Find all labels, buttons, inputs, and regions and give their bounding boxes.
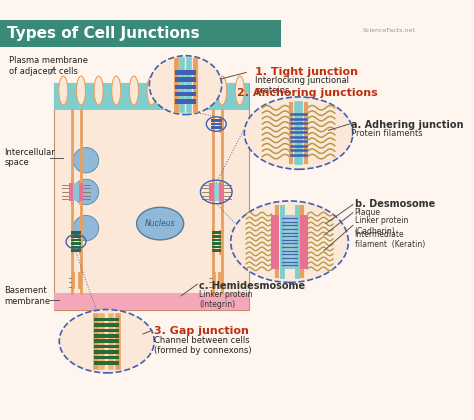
Text: Channel between cells
(formed by connexons): Channel between cells (formed by connexo… xyxy=(154,336,251,355)
Circle shape xyxy=(73,179,99,205)
FancyBboxPatch shape xyxy=(94,334,119,338)
FancyBboxPatch shape xyxy=(94,323,119,327)
Ellipse shape xyxy=(94,76,103,105)
Text: Nucleus: Nucleus xyxy=(145,219,175,228)
FancyBboxPatch shape xyxy=(174,70,196,75)
FancyBboxPatch shape xyxy=(219,183,224,201)
Text: 2. Anchoring junctions: 2. Anchoring junctions xyxy=(237,88,378,98)
Text: Intermediate
filament  (Keratin): Intermediate filament (Keratin) xyxy=(355,230,425,249)
Text: c. Hemidesmosome: c. Hemidesmosome xyxy=(199,281,305,291)
Text: Interlocking junctional
proteins: Interlocking junctional proteins xyxy=(255,76,349,95)
Ellipse shape xyxy=(181,87,190,94)
FancyBboxPatch shape xyxy=(72,231,81,234)
FancyBboxPatch shape xyxy=(72,249,81,252)
FancyBboxPatch shape xyxy=(212,231,221,234)
FancyBboxPatch shape xyxy=(94,361,119,365)
Text: 3. Gap junction: 3. Gap junction xyxy=(154,326,249,336)
Ellipse shape xyxy=(129,76,138,105)
Circle shape xyxy=(73,147,99,173)
FancyBboxPatch shape xyxy=(174,92,196,97)
Ellipse shape xyxy=(149,56,222,115)
FancyBboxPatch shape xyxy=(69,183,73,201)
Text: Protein filaments: Protein filaments xyxy=(351,129,423,138)
Ellipse shape xyxy=(181,73,190,80)
Ellipse shape xyxy=(231,201,348,282)
Ellipse shape xyxy=(147,76,156,105)
FancyBboxPatch shape xyxy=(94,318,119,321)
Ellipse shape xyxy=(59,310,154,373)
FancyBboxPatch shape xyxy=(73,183,79,201)
FancyBboxPatch shape xyxy=(94,350,119,354)
FancyBboxPatch shape xyxy=(94,345,119,349)
FancyBboxPatch shape xyxy=(79,183,83,201)
FancyBboxPatch shape xyxy=(212,235,221,238)
FancyBboxPatch shape xyxy=(55,293,249,310)
FancyBboxPatch shape xyxy=(214,183,219,201)
FancyBboxPatch shape xyxy=(211,126,222,129)
Ellipse shape xyxy=(59,76,68,105)
FancyBboxPatch shape xyxy=(211,123,222,126)
FancyBboxPatch shape xyxy=(212,242,221,245)
Text: Linker protein
(Cadherin): Linker protein (Cadherin) xyxy=(355,216,408,236)
Ellipse shape xyxy=(235,76,244,105)
FancyBboxPatch shape xyxy=(283,215,297,269)
FancyBboxPatch shape xyxy=(209,183,214,201)
Ellipse shape xyxy=(218,76,227,105)
Ellipse shape xyxy=(181,94,190,101)
Text: a. Adhering junction: a. Adhering junction xyxy=(351,120,464,129)
Text: 1. Tight junction: 1. Tight junction xyxy=(255,67,358,77)
Text: Linker protein
(Integrin): Linker protein (Integrin) xyxy=(199,290,253,309)
Text: Plaque: Plaque xyxy=(355,208,381,217)
FancyBboxPatch shape xyxy=(174,99,196,104)
FancyBboxPatch shape xyxy=(212,246,221,249)
Text: Types of Cell Junctions: Types of Cell Junctions xyxy=(7,26,200,41)
Text: Intercellular
space: Intercellular space xyxy=(5,148,55,167)
Ellipse shape xyxy=(200,76,209,105)
FancyBboxPatch shape xyxy=(174,85,196,89)
Text: Plasma membrane
of adjacent cells: Plasma membrane of adjacent cells xyxy=(9,56,88,76)
Text: Basement
membrane: Basement membrane xyxy=(5,286,51,306)
FancyBboxPatch shape xyxy=(55,83,249,110)
Ellipse shape xyxy=(137,207,184,240)
Ellipse shape xyxy=(181,80,190,87)
FancyBboxPatch shape xyxy=(272,215,279,269)
FancyBboxPatch shape xyxy=(94,356,119,359)
Ellipse shape xyxy=(182,76,191,105)
FancyBboxPatch shape xyxy=(211,119,222,122)
Ellipse shape xyxy=(244,97,353,169)
FancyBboxPatch shape xyxy=(72,242,81,245)
FancyBboxPatch shape xyxy=(72,246,81,249)
FancyBboxPatch shape xyxy=(94,339,119,343)
Ellipse shape xyxy=(164,76,174,105)
FancyBboxPatch shape xyxy=(174,77,196,82)
FancyBboxPatch shape xyxy=(94,328,119,332)
FancyBboxPatch shape xyxy=(301,215,308,269)
FancyBboxPatch shape xyxy=(212,249,221,252)
FancyBboxPatch shape xyxy=(55,83,249,310)
Text: b. Desmosome: b. Desmosome xyxy=(355,199,435,209)
Circle shape xyxy=(73,215,99,241)
FancyBboxPatch shape xyxy=(72,235,81,238)
FancyBboxPatch shape xyxy=(0,20,281,47)
Ellipse shape xyxy=(112,76,121,105)
Ellipse shape xyxy=(76,76,85,105)
FancyBboxPatch shape xyxy=(72,239,81,241)
FancyBboxPatch shape xyxy=(212,239,221,241)
Text: ScienceFacts.net: ScienceFacts.net xyxy=(363,28,416,33)
